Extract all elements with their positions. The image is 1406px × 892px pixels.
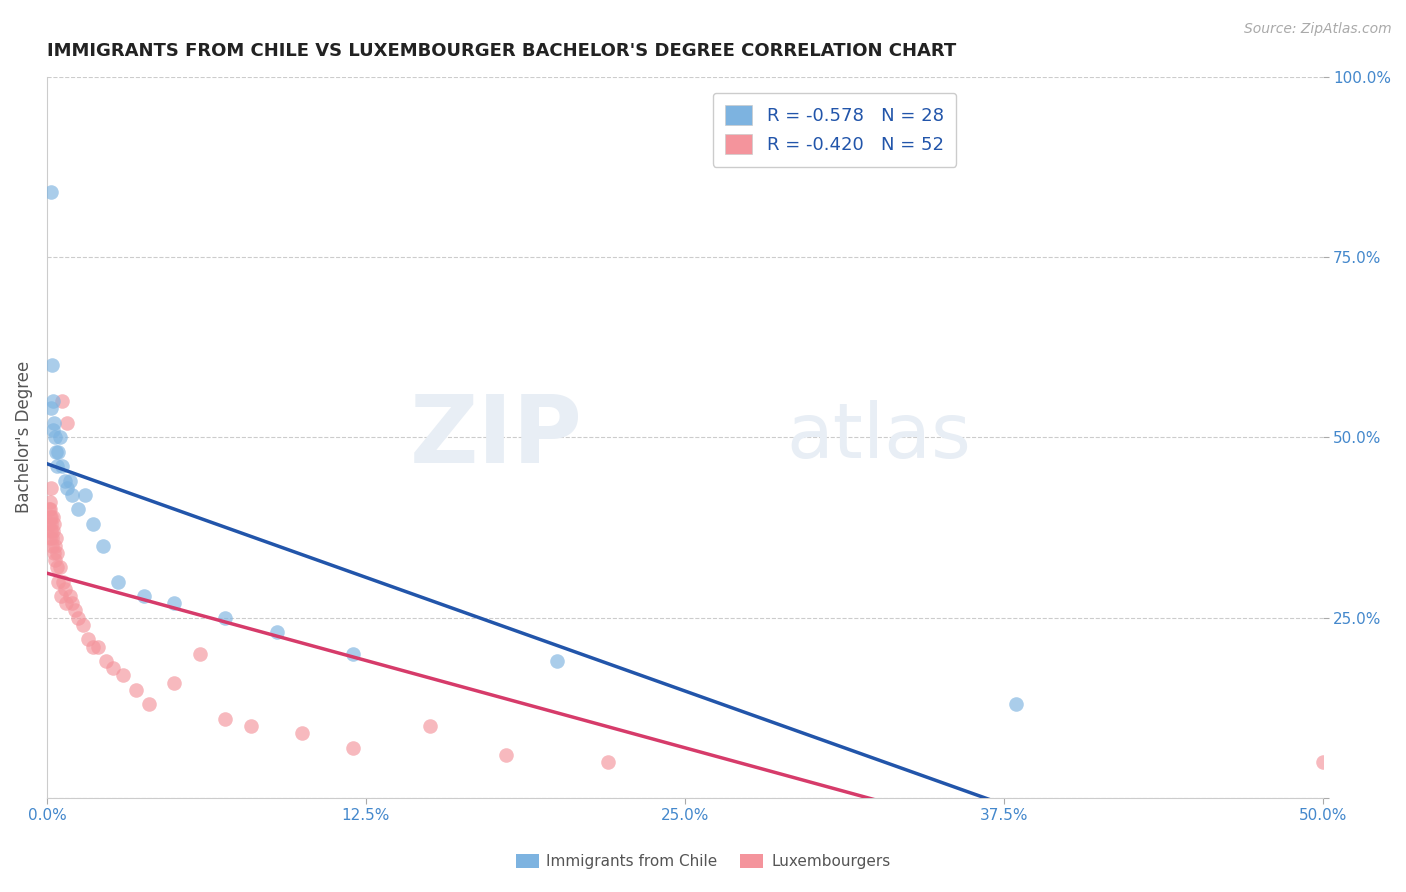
Point: [598, 755, 620, 769]
Point: [48, 444, 70, 458]
Point: [39, 524, 62, 538]
Point: [53, 474, 76, 488]
Point: [48, 574, 70, 589]
Point: [45, 532, 67, 546]
Point: [42, 423, 65, 437]
Point: [56, 416, 79, 430]
Point: [39, 502, 62, 516]
Point: [41, 532, 63, 546]
Point: [38, 502, 60, 516]
Point: [39, 509, 62, 524]
Point: [48, 560, 70, 574]
Point: [91, 539, 114, 553]
Point: [163, 675, 186, 690]
Point: [291, 726, 314, 740]
Point: [342, 740, 364, 755]
Point: [41, 401, 63, 416]
Point: [60, 488, 83, 502]
Point: [66, 610, 89, 624]
Point: [495, 747, 517, 762]
Point: [59, 589, 82, 603]
Point: [56, 481, 79, 495]
Point: [266, 625, 288, 640]
Point: [44, 539, 66, 553]
Point: [107, 574, 129, 589]
Point: [240, 719, 263, 733]
Point: [52, 574, 75, 589]
Point: [41, 516, 63, 531]
Point: [51, 394, 73, 409]
Point: [72, 618, 94, 632]
Point: [82, 516, 104, 531]
Point: [46, 560, 69, 574]
Point: [75, 488, 97, 502]
Point: [48, 430, 70, 444]
Point: [112, 668, 135, 682]
Point: [42, 524, 65, 538]
Point: [39, 185, 62, 199]
Legend: R = -0.578   N = 28, R = -0.420   N = 52: R = -0.578 N = 28, R = -0.420 N = 52: [713, 93, 956, 167]
Point: [41, 509, 63, 524]
Point: [39, 509, 62, 524]
Text: IMMIGRANTS FROM CHILE VS LUXEMBOURGER BACHELOR'S DEGREE CORRELATION CHART: IMMIGRANTS FROM CHILE VS LUXEMBOURGER BA…: [46, 42, 956, 60]
Point: [138, 698, 160, 712]
Point: [38, 495, 60, 509]
Point: [59, 474, 82, 488]
Point: [419, 719, 441, 733]
Point: [103, 661, 125, 675]
Point: [53, 582, 76, 596]
Point: [42, 546, 65, 560]
Point: [214, 712, 236, 726]
Point: [49, 589, 72, 603]
Point: [546, 654, 568, 668]
Point: [51, 459, 73, 474]
Point: [44, 553, 66, 567]
Point: [42, 516, 65, 531]
Point: [45, 546, 67, 560]
Point: [87, 640, 110, 654]
Point: [42, 416, 65, 430]
Point: [125, 682, 148, 697]
Text: Source: ZipAtlas.com: Source: ZipAtlas.com: [1244, 22, 1392, 37]
Point: [1312, 755, 1334, 769]
Point: [60, 596, 83, 610]
Text: ZIP: ZIP: [409, 392, 582, 483]
Point: [39, 481, 62, 495]
Y-axis label: Bachelor's Degree: Bachelor's Degree: [15, 361, 32, 514]
Point: [94, 654, 117, 668]
Point: [1005, 698, 1028, 712]
Point: [45, 444, 67, 458]
Point: [41, 394, 63, 409]
Point: [66, 502, 89, 516]
Point: [55, 596, 77, 610]
Point: [188, 647, 211, 661]
Point: [44, 430, 66, 444]
Point: [63, 603, 86, 617]
Point: [46, 459, 69, 474]
Legend: Immigrants from Chile, Luxembourgers: Immigrants from Chile, Luxembourgers: [509, 848, 897, 875]
Point: [39, 532, 62, 546]
Point: [342, 647, 364, 661]
Point: [82, 640, 104, 654]
Point: [132, 589, 155, 603]
Point: [214, 610, 236, 624]
Point: [41, 358, 63, 372]
Point: [76, 632, 98, 647]
Point: [38, 516, 60, 531]
Point: [163, 596, 186, 610]
Text: atlas: atlas: [787, 401, 972, 475]
Point: [41, 539, 63, 553]
